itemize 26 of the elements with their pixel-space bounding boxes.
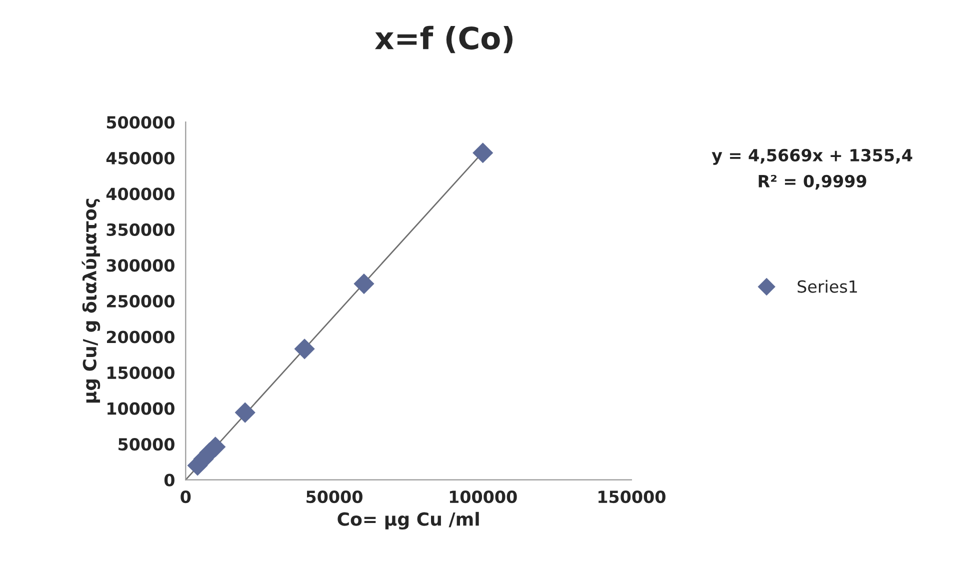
y-tick-label: 450000 <box>106 152 174 164</box>
text: y = 4,5669x + 1355,4 <box>712 148 912 165</box>
x-axis-title: Co= μg Cu /ml <box>338 512 479 530</box>
x-tick-label: 150000 <box>598 490 666 504</box>
y-tick-label: 100000 <box>108 402 174 415</box>
y-tick-label: 500000 <box>106 116 174 129</box>
y-tick-label: 400000 <box>106 188 174 200</box>
point <box>294 338 315 360</box>
text: R² = 0,9999 <box>758 174 866 190</box>
y-axis-title: μg Cu/ g διαλύματος <box>82 198 100 403</box>
legend-label: Series1 <box>798 280 857 293</box>
point <box>354 273 374 294</box>
point <box>472 142 494 164</box>
x-tick-label: 100000 <box>450 490 517 504</box>
y-tick-label: 250000 <box>106 294 174 308</box>
x-tick-label: 50000 <box>306 490 362 504</box>
x-tick-label: 0 <box>180 490 191 504</box>
y-tick-label: 300000 <box>106 259 174 272</box>
chart-title: x=f (Co) <box>374 26 512 54</box>
point <box>234 402 256 423</box>
point <box>205 436 226 458</box>
y-tick-label: 200000 <box>106 330 174 344</box>
y-tick-label: 0 <box>164 474 174 486</box>
y-tick-label: 350000 <box>106 223 174 236</box>
y-tick-label: 50000 <box>118 438 174 451</box>
y-tick-label: 150000 <box>108 366 174 380</box>
